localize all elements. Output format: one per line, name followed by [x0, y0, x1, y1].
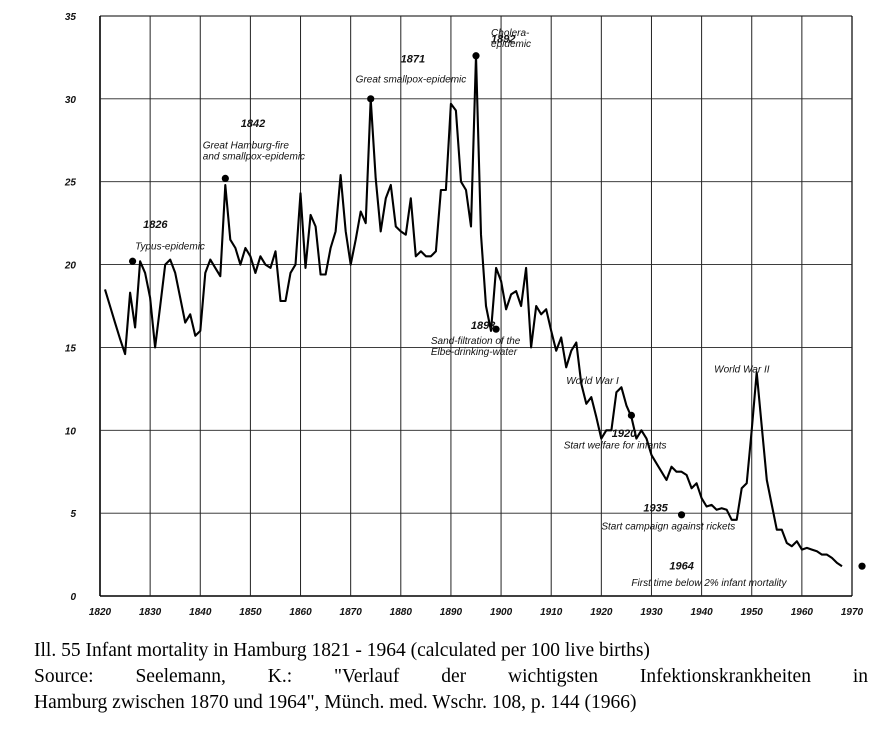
- y-tick-label: 25: [64, 178, 77, 189]
- x-tick-label: 1970: [841, 607, 864, 618]
- x-tick-label: 1930: [640, 607, 663, 618]
- figure-caption: Ill. 55 Infant mortality in Hamburg 1821…: [34, 638, 868, 716]
- annotation-text: Sand-filtration of the: [431, 336, 521, 347]
- annotation-year: 1935: [643, 502, 668, 514]
- x-tick-label: 1860: [289, 607, 312, 618]
- y-tick-label: 15: [65, 343, 77, 354]
- series-line-0: [103, 54, 843, 568]
- x-tick-label: 1890: [440, 607, 463, 618]
- event-marker: [367, 95, 375, 103]
- annotation-text: Great Hamburg-fire: [203, 141, 290, 152]
- x-tick-label: 1900: [490, 607, 513, 618]
- annotation-text: Cholera-: [491, 28, 530, 39]
- event-marker: [128, 257, 137, 265]
- annotations-group: 1826 Typus-epidemic 1842 Great Hamburg-fire…: [135, 28, 787, 589]
- y-tick-label: 10: [65, 426, 77, 437]
- y-tick-label: 20: [64, 261, 77, 272]
- x-tick-label: 1940: [690, 607, 713, 618]
- annotation-year: 1964: [669, 560, 693, 572]
- y-tick-label: 35: [65, 12, 77, 23]
- annotation-year: 1892: [491, 34, 515, 46]
- event-marker: [858, 562, 866, 570]
- annotation-text: World War I: [566, 376, 619, 387]
- x-axis-ticks: 1820 1830 1840 1850 1860 1870 1880 1890 1900 1910…: [89, 607, 864, 618]
- x-tick-label: 1850: [239, 607, 262, 618]
- x-tick-label: 1830: [139, 607, 162, 618]
- x-tick-label: 1960: [791, 607, 814, 618]
- y-tick-label: 5: [70, 509, 76, 520]
- x-tick-label: 1870: [340, 607, 363, 618]
- event-marker: [627, 411, 636, 419]
- series-group: [103, 54, 843, 568]
- caption-line-2: Source: Seelemann, K.: "Verlauf der wich…: [34, 666, 868, 687]
- annotation-text: and smallpox-epidemic: [203, 152, 305, 163]
- annotation-year: 1893: [471, 320, 495, 332]
- annotation-text: Great smallpox-epidemic: [356, 74, 467, 85]
- x-tick-label: 1820: [89, 607, 112, 618]
- x-tick-label: 1910: [540, 607, 563, 618]
- y-tick-label: 30: [65, 95, 77, 106]
- annotation-text: epidemic: [491, 39, 531, 50]
- annotation-text: Start campaign against rickets: [601, 522, 735, 533]
- y-tick-label: 0: [70, 592, 76, 603]
- annotation-year: 1920: [612, 428, 637, 440]
- annotation-text: Typus-epidemic: [135, 242, 205, 253]
- x-tick-label: 1880: [390, 607, 413, 618]
- event-marker: [492, 325, 500, 333]
- event-marker: [221, 174, 229, 182]
- event-marker: [472, 52, 480, 60]
- y-axis-ticks: 0 5 10 15 20 25 30 35: [64, 12, 77, 603]
- annotation-text: First time below 2% infant mortality: [631, 578, 787, 589]
- annotation-year: 1826: [143, 219, 168, 231]
- markers-group: [128, 52, 866, 570]
- x-tick-label: 1950: [741, 607, 764, 618]
- x-tick-label: 1920: [590, 607, 613, 618]
- annotation-year: 1842: [241, 118, 265, 130]
- annotation-text: Elbe-drinking-water: [431, 347, 518, 358]
- event-marker: [677, 511, 686, 519]
- annotation-year: 1871: [401, 53, 425, 65]
- annotation-text: Start welfare for infants: [564, 441, 667, 452]
- x-tick-label: 1840: [189, 607, 212, 618]
- caption-line-1: Ill. 55 Infant mortality in Hamburg 1821…: [34, 640, 650, 661]
- caption-line-3: Hamburg zwischen 1870 und 1964", Münch. …: [34, 692, 637, 713]
- annotation-text: World War II: [714, 364, 770, 375]
